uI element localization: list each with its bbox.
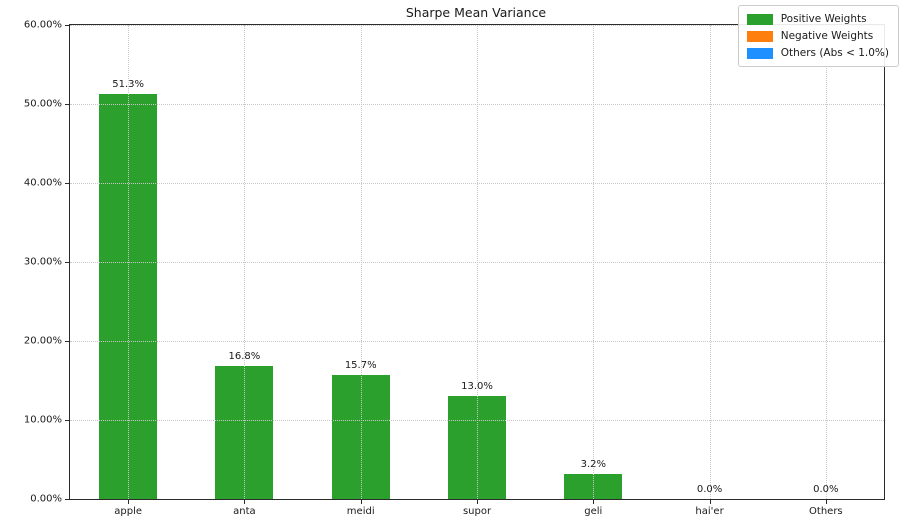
legend-row: Negative Weights [746, 30, 889, 42]
legend-label: Positive Weights [780, 13, 867, 25]
gridline-vertical [825, 25, 827, 499]
y-tick-label: 30.00% [23, 256, 62, 268]
x-tick-mark [244, 500, 246, 504]
y-tick-mark [65, 183, 69, 184]
y-tick-mark [65, 262, 69, 263]
chart-title: Sharpe Mean Variance [405, 5, 547, 20]
bar-value-label: 3.2% [580, 458, 606, 470]
y-tick-mark [65, 104, 69, 105]
plot-area: 51.3% 16.8% 15.7% 13.0% 3.2% 0.0% 0.0% 0.00% 10.… [24, 20, 885, 517]
y-tick-label: 10.00% [23, 414, 62, 426]
x-tick-label-supor: supor [462, 506, 492, 517]
gridline-vertical [128, 25, 130, 499]
y-tick-label: 40.00% [23, 177, 62, 189]
legend-swatch-icon [746, 30, 773, 42]
bar-value-label: 15.7% [344, 359, 377, 371]
bar-value-label: 0.0% [813, 484, 839, 495]
bar-value-label: 16.8% [228, 351, 261, 363]
y-tick-label: 50.00% [23, 98, 62, 110]
y-tick-mark [65, 25, 69, 26]
x-tick-mark [128, 500, 130, 504]
bar-value-label: 0.0% [696, 484, 723, 495]
gridline-vertical [709, 25, 711, 499]
x-tick-mark [593, 500, 595, 504]
x-tick-label-meidi: meidi [346, 506, 375, 517]
x-tick-mark [825, 500, 827, 504]
y-tick-mark [65, 420, 69, 421]
legend-row: Others (Abs < 1.0%) [746, 47, 889, 59]
legend-label: Negative Weights [780, 30, 874, 42]
y-tick-mark [65, 341, 69, 342]
y-tick-label: 0.00% [30, 493, 62, 505]
legend: Positive Weights Negative Weights Others (… [737, 5, 899, 67]
x-tick-mark [360, 500, 362, 504]
legend-swatch-icon [746, 47, 773, 59]
y-tick-mark [65, 499, 69, 500]
gridline-vertical [244, 25, 246, 499]
bar-value-label: 13.0% [461, 381, 493, 393]
legend-row: Positive Weights [746, 13, 889, 25]
y-tick-label: 60.00% [23, 19, 62, 31]
x-tick-label-anta: anta [233, 506, 256, 517]
legend-label: Others (Abs < 1.0%) [780, 47, 889, 59]
x-tick-mark [709, 500, 711, 504]
x-tick-label-apple: apple [114, 506, 143, 517]
bar-value-label: 51.3% [112, 78, 145, 90]
x-tick-label-Others: Others [809, 506, 843, 517]
x-tick-label-hai'er: hai'er [695, 506, 724, 517]
gridline-vertical [593, 25, 595, 499]
gridline-vertical [477, 25, 478, 499]
x-tick-mark [477, 500, 478, 504]
y-tick-label: 20.00% [23, 335, 62, 347]
x-tick-label-geli: geli [584, 506, 603, 517]
legend-swatch-icon [746, 13, 773, 25]
gridline-vertical [360, 25, 362, 499]
